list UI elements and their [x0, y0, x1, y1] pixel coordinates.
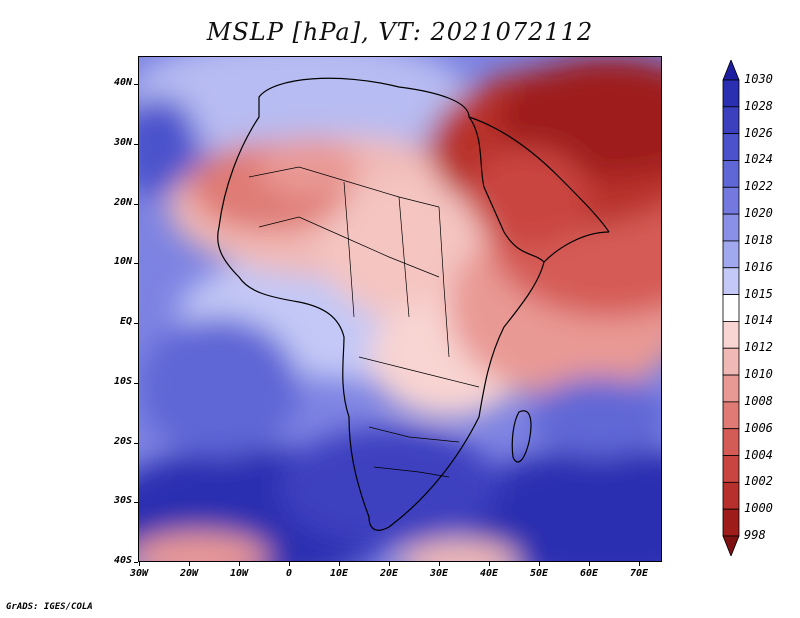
lon-tick [389, 562, 390, 566]
colorbar-swatch [722, 321, 740, 349]
colorbar-swatch [722, 160, 740, 188]
colorbar-swatch [722, 481, 740, 510]
colorbar-level-label: 1022 [744, 179, 773, 194]
colorbar-level-label: 1018 [744, 232, 773, 247]
colorbar-swatch [722, 428, 740, 456]
mediterranean-field [139, 57, 469, 157]
lat-label: 40N [113, 77, 132, 88]
colorbar-swatch [722, 535, 740, 558]
colorbar-swatches [722, 58, 740, 558]
colorbar-level-label: 1026 [744, 125, 773, 140]
colorbar-level-label: 1014 [744, 313, 773, 328]
lat-tick [134, 502, 138, 504]
lat-label: 40S [113, 555, 132, 566]
lon-tick [339, 562, 340, 566]
lat-label: 10S [113, 375, 132, 387]
map-panel [138, 56, 662, 562]
lat-tick [134, 382, 138, 384]
colorbar-level-label: 1015 [744, 286, 773, 301]
coastlines [217, 77, 610, 531]
lat-tick [134, 84, 138, 85]
colorbar-level-label: 1016 [744, 259, 773, 274]
lat-label: EQ [119, 316, 132, 327]
lon-label: 30W [129, 568, 149, 579]
colorbar-swatch [722, 133, 740, 161]
lon-tick [239, 562, 240, 566]
colorbar-level-label: 1000 [744, 501, 773, 516]
lon-label: 20W [179, 568, 199, 579]
chart-title: MSLP [hPa], VT: 2021072112 [206, 18, 594, 46]
lon-label: 70E [629, 568, 649, 579]
lon-label: 50E [529, 568, 549, 579]
colorbar-swatch [722, 267, 740, 295]
lon-tick [439, 562, 440, 566]
lat-tick [134, 143, 138, 145]
colorbar-swatch [722, 401, 740, 430]
colorbar-level-label: 1008 [744, 393, 773, 408]
lon-label: 10E [329, 568, 349, 579]
colorbar-swatch [722, 106, 740, 135]
lat-tick [134, 263, 138, 265]
colorbar-level-label: 1002 [744, 474, 773, 489]
lat-label: 30S [113, 495, 132, 507]
lon-label: 40E [479, 568, 499, 579]
colorbar-level-label: 1006 [744, 420, 773, 435]
colorbar-level-label: 1012 [744, 340, 773, 355]
lon-label: 20E [379, 568, 399, 579]
colorbar-level-label: 1020 [744, 206, 773, 221]
colorbar-level-label: 1028 [744, 98, 773, 113]
south-indian-high [459, 447, 661, 561]
lon-label: 30E [429, 568, 449, 579]
lat-label: 20N [113, 196, 132, 208]
colorbar-level-label: 1024 [744, 152, 773, 167]
pressure-field [139, 57, 661, 561]
colorbar-level-label: 998 [744, 528, 766, 542]
lon-tick [289, 562, 290, 566]
lon-label: 10W [229, 568, 249, 579]
colorbar-swatch [722, 240, 740, 269]
lat-tick [134, 442, 138, 444]
lon-label: 60E [579, 568, 599, 579]
lon-tick [189, 562, 190, 566]
credit-text: GrADS: IGES/COLA [6, 602, 93, 612]
lat-label: 20S [113, 435, 132, 447]
lat-tick [134, 323, 138, 324]
north-atlantic-high [139, 97, 199, 197]
colorbar-level-label: 1010 [744, 367, 773, 382]
colorbar-swatch [722, 455, 740, 483]
lon-tick [539, 562, 540, 566]
lon-tick [139, 562, 140, 566]
colorbar-swatch [722, 58, 740, 81]
colorbar-swatch [722, 294, 740, 322]
colorbar-swatch [722, 213, 740, 242]
colorbar-level-label: 1004 [744, 447, 773, 462]
colorbar-swatch [722, 374, 740, 403]
lon-label: 0 [285, 568, 293, 579]
lat-tick [134, 562, 138, 563]
colorbar [722, 58, 740, 560]
country-borders [248, 166, 480, 478]
colorbar-level-label: 1030 [744, 72, 773, 86]
lon-tick [489, 562, 490, 566]
lat-label: 30N [113, 136, 132, 148]
colorbar-swatch [722, 347, 740, 376]
colorbar-swatch [722, 508, 740, 537]
lon-tick [589, 562, 590, 566]
lon-tick [639, 562, 640, 566]
colorbar-swatch [722, 186, 740, 215]
lat-tick [134, 203, 138, 205]
colorbar-swatch [722, 79, 740, 108]
lat-label: 10N [113, 256, 132, 268]
